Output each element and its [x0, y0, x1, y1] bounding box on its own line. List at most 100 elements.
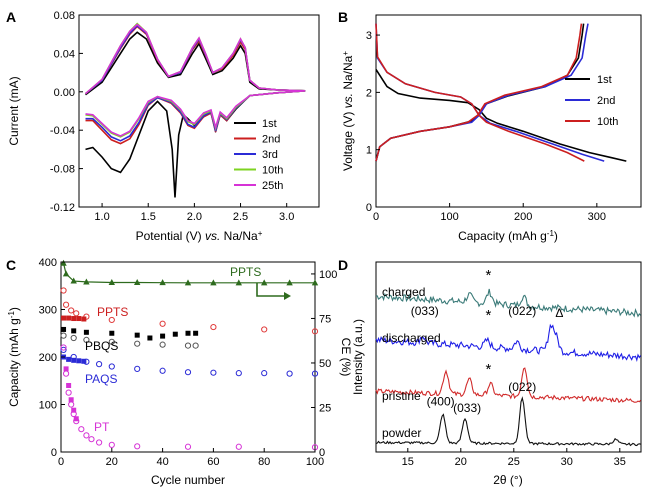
marker-PPTS-capacity [66, 315, 72, 321]
marker-PAQS-capacity [134, 365, 141, 372]
xrd-annotation-8: (022) [508, 380, 536, 394]
marker-PBQS-capacity [193, 330, 199, 336]
marker-PT-capacity [73, 418, 80, 425]
xrd-pattern-label-0: charged [382, 285, 425, 299]
marker-PBQS-capacity [159, 341, 166, 348]
marker-PPTS-capacity [60, 287, 67, 294]
panel-label-c: C [6, 257, 16, 273]
xrd-pattern-label-2: pristine [382, 389, 421, 403]
panel-b-ytick-label: 3 [366, 30, 372, 42]
panel-b-voltage-profile-chart: 0 100 200 300 0 1 2 3 Capacity (mAh g-1) Voltag… [341, 14, 642, 244]
marker-PPTS-capacity [68, 307, 75, 314]
panel-d-xtick-label: 35 [614, 456, 626, 468]
marker-PPTS-capacity [73, 310, 80, 317]
ce-line-PPTS [62, 263, 315, 284]
panel-a-xtick-label: 2.0 [187, 211, 202, 223]
charge-curve-2nd [375, 23, 589, 162]
panel-c-y2tick-label: 100 [319, 269, 337, 281]
xrd-annotation-6: (400) [427, 394, 455, 408]
marker-PBQS-capacity [185, 330, 191, 336]
marker-PAQS-capacity [261, 370, 268, 377]
marker-PBQS-capacity [172, 331, 178, 337]
panel-c-xtick-label: 40 [156, 456, 168, 468]
ce-axis-arrowhead [284, 292, 291, 300]
panel-label-a: A [6, 9, 16, 25]
marker-PT-capacity [78, 426, 85, 433]
panel-b-ytick-label: 2 [366, 87, 372, 99]
marker-PT-capacity [70, 410, 77, 418]
panel-b-xlabel: Capacity (mAh g-1) [458, 229, 558, 244]
panel-a-xtick-label: 1.0 [94, 211, 109, 223]
panel-d-xrd-chart: 15 20 25 30 35 2θ (°) Intensity (a.u.) charg… [351, 261, 642, 487]
panel-a-xtick-label: 3.0 [279, 211, 294, 223]
panel-label-b: B [338, 9, 348, 25]
marker-PPTS-capacity [76, 316, 82, 322]
panel-d-xtick-label: 15 [402, 456, 414, 468]
xrd-pattern-discharged [375, 323, 642, 362]
marker-PAQS-capacity [70, 353, 77, 361]
panel-d-xtick-label: 30 [561, 456, 573, 468]
panel-c-xtick-label: 20 [106, 456, 118, 468]
marker-PBQS-capacity [184, 342, 192, 349]
panel-c-ytick-label: 100 [39, 400, 57, 412]
legend-label-2nd: 2nd [262, 134, 280, 146]
panel-a-ytick-label: 0.00 [54, 87, 75, 99]
marker-PAQS-capacity [66, 356, 72, 362]
charge-curve-1st [375, 23, 585, 162]
panel-a-ytick-label: 0.04 [54, 48, 75, 60]
panel-a-ytick-label: -0.12 [50, 202, 75, 214]
marker-PAQS-capacity [96, 361, 103, 368]
discharge-curve-2nd [375, 23, 605, 162]
marker-PPTS-capacity [311, 328, 319, 335]
panel-c-ytick-label: 300 [39, 305, 57, 317]
marker-PAQS-capacity [210, 369, 217, 376]
panel-b-xtick-label: 100 [440, 211, 458, 223]
xrd-pattern-powder [375, 396, 641, 447]
panel-a-ytick-label: 0.08 [54, 10, 75, 22]
panel-b-frame [375, 14, 642, 208]
marker-PPTS-capacity [210, 323, 217, 331]
marker-PAQS-capacity [83, 358, 90, 365]
panel-a-ytick-label: -0.08 [50, 164, 75, 176]
marker-PBQS-capacity [83, 329, 89, 335]
legend-label-2nd: 2nd [597, 95, 615, 107]
marker-PT-capacity [88, 436, 95, 443]
xrd-pattern-pristine [375, 367, 642, 404]
panel-a-ylabel: Current (mA) [7, 76, 21, 145]
marker-PAQS-capacity [311, 370, 319, 377]
marker-PPTS-CE [60, 259, 67, 266]
marker-PT-capacity [65, 389, 72, 396]
marker-PPTS-capacity [62, 301, 70, 308]
marker-PAQS-capacity [60, 346, 67, 353]
xrd-annotation-0: * [485, 267, 491, 284]
marker-PBQS-capacity [109, 330, 115, 336]
panel-b-ytick-label: 0 [366, 202, 372, 214]
panel-a-xtick-label: 1.5 [141, 211, 156, 223]
marker-PAQS-capacity [184, 369, 192, 376]
xrd-annotation-1: (033) [411, 304, 439, 318]
panel-c-annotation-2: PBQS [85, 339, 118, 353]
legend-label-3rd: 3rd [262, 149, 278, 161]
panel-c-y2tick-label: 50 [319, 358, 331, 370]
charge-curve-10th [375, 23, 583, 162]
legend-label-10th: 10th [597, 116, 618, 128]
panel-a-cv-chart: 1.0 1.5 2.0 2.5 3.0 -0.12 -0.08 -0.04 0.00 0.04 0.… [7, 10, 320, 244]
marker-PAQS-capacity [108, 363, 115, 370]
panel-a-xlabel: Potential (V) vs. Na/Na+ [136, 229, 263, 244]
xrd-pattern-label-3: powder [382, 426, 421, 440]
discharge-curve-10th [375, 23, 585, 162]
marker-PAQS-capacity [286, 370, 293, 377]
marker-PT-capacity [108, 441, 115, 448]
marker-PAQS-capacity [71, 357, 77, 363]
panel-b-xtick-label: 300 [588, 211, 606, 223]
marker-PPTS-capacity [81, 316, 87, 322]
marker-PT-capacity [235, 443, 242, 450]
marker-PT-capacity [62, 370, 70, 377]
panel-c-annotation-4: PT [94, 420, 110, 434]
discharge-curve-1st [375, 68, 627, 162]
xrd-pattern-charged [375, 288, 642, 318]
panel-c-ylabel: Capacity (mAh g-1) [7, 307, 22, 407]
xrd-annotation-7: (033) [453, 401, 481, 415]
panel-c-ytick-label: 200 [39, 352, 57, 364]
panel-c-y2tick-label: 75 [319, 313, 331, 325]
